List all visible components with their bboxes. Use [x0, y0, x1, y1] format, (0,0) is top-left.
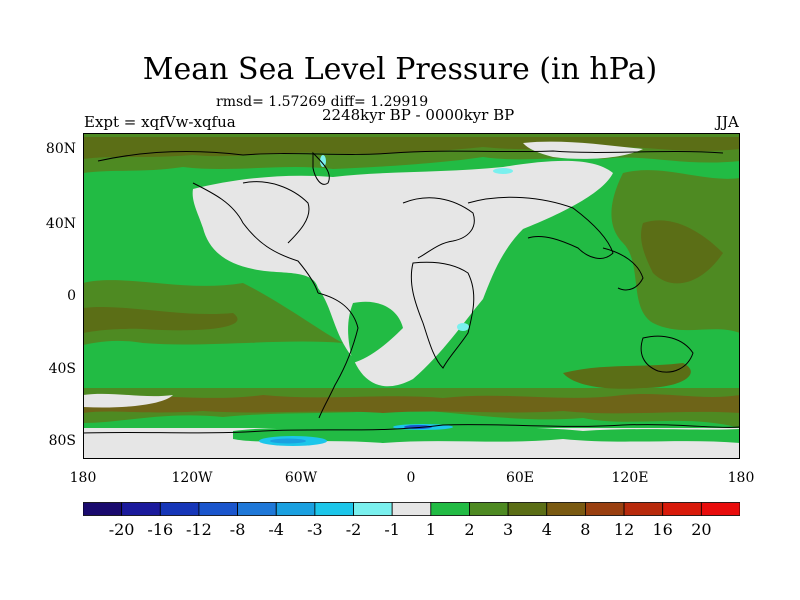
colorbar-label: 2 [464, 520, 475, 539]
colorbar-label: 16 [652, 520, 673, 539]
map-title: Mean Sea Level Pressure (in hPa) [142, 52, 658, 87]
period-label: 2248kyr BP - 0000kyr BP [322, 106, 515, 124]
lon-label-60e: 60E [505, 470, 535, 486]
lon-label-180w: 180 [69, 470, 97, 486]
colorbar-label: -8 [229, 520, 246, 539]
colorbar-swatch [507, 502, 548, 516]
lon-label-120e: 120E [611, 470, 649, 486]
colorbar-swatch [391, 502, 432, 516]
colorbar-label: 4 [541, 520, 552, 539]
neutral-regions [83, 141, 740, 459]
colorbar-label: -1 [384, 520, 400, 539]
lon-label-60w: 60W [284, 470, 318, 486]
colorbar-swatch [237, 502, 277, 516]
colorbar-swatch [623, 502, 664, 516]
colorbar-swatch [198, 502, 238, 516]
coastlines [83, 150, 740, 434]
lon-label-180e: 180 [727, 470, 755, 486]
season-label: JJA [716, 113, 739, 131]
colorbar-swatch [314, 502, 354, 516]
colorbar-swatch [121, 502, 161, 516]
colorbar-swatch [546, 502, 586, 516]
colorbar-label: 1 [425, 520, 436, 539]
colorbar-label: -4 [268, 520, 284, 539]
colorbar-label: 8 [580, 520, 591, 539]
colorbar-swatch [83, 502, 123, 516]
colorbar [83, 502, 740, 516]
colorbar-swatch [159, 502, 200, 516]
colorbar-swatch [585, 502, 625, 516]
lon-label-0: 0 [406, 470, 416, 486]
colorbar-label: 3 [503, 520, 514, 539]
lat-label-40n: 40N [45, 216, 76, 232]
lat-label-0: 0 [67, 288, 76, 304]
colorbar-label: 20 [691, 520, 712, 539]
colorbar-swatch [275, 502, 316, 516]
colorbar-swatch [353, 502, 393, 516]
stats-label: rmsd= 1.57269 diff= 1.29919 [216, 94, 429, 110]
colorbar-label: 12 [613, 520, 635, 539]
colorbar-label: -12 [186, 520, 212, 539]
lat-label-40s: 40S [48, 361, 76, 377]
anomaly-map [83, 133, 740, 459]
colorbar-swatch [662, 502, 702, 516]
lon-label-120w: 120W [171, 470, 213, 486]
colorbar-label: -2 [345, 520, 362, 539]
colorbar-label: -3 [307, 520, 323, 539]
colorbar-label: -16 [147, 520, 174, 539]
colorbar-swatch [430, 502, 470, 516]
colorbar-label: -20 [108, 520, 135, 539]
lat-label-80s: 80S [48, 433, 76, 449]
lat-label-80n: 80N [45, 141, 76, 157]
colorbar-swatch [469, 502, 509, 516]
map-frame [83, 133, 740, 459]
experiment-label: Expt = xqfVw-xqfua [84, 113, 236, 131]
colorbar-swatch [700, 502, 740, 516]
